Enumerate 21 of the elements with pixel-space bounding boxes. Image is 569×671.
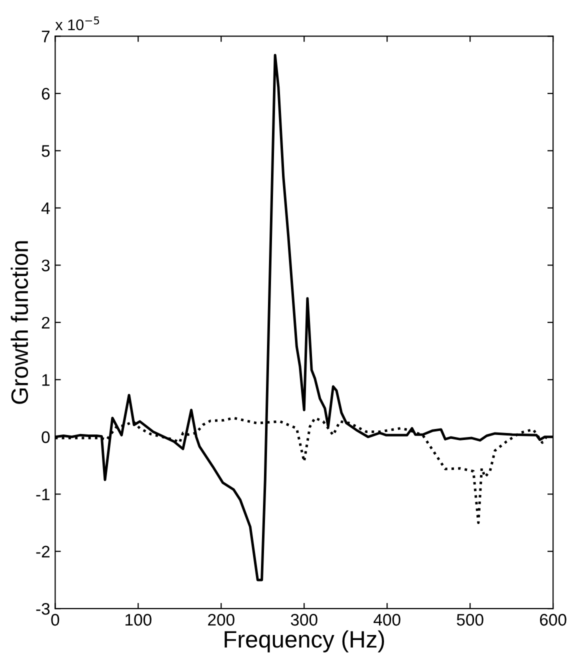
y-tick-label: 6 <box>42 88 50 100</box>
y-tick-label: 3 <box>42 260 50 272</box>
y-tick-label: 4 <box>41 202 50 214</box>
y-tick-label: 5 <box>42 145 50 157</box>
text: x 10$^{−5}$ <box>55 16 100 30</box>
y-tick-label: 1 <box>42 374 50 386</box>
y-tick-label: -1 <box>36 488 50 500</box>
x-tick-label: 600 <box>540 614 566 626</box>
y-axis-title: Growth function <box>10 241 28 404</box>
x-tick-label: 300 <box>290 614 318 626</box>
y-tick-label: 7 <box>42 30 50 42</box>
x-tick-label: 400 <box>374 614 400 626</box>
x-tick-label: 500 <box>456 614 484 626</box>
y-tick-label: -3 <box>36 603 50 615</box>
x-tick-label: 0 <box>51 614 60 626</box>
x-axis-title: Frequency (Hz) <box>224 630 384 652</box>
x-tick-label: 100 <box>126 614 152 626</box>
y-tick-label: 0 <box>42 431 50 444</box>
y-tick-label: -2 <box>36 546 50 558</box>
y-tick-label: 2 <box>42 316 50 328</box>
x-tick-label: 200 <box>208 614 234 626</box>
